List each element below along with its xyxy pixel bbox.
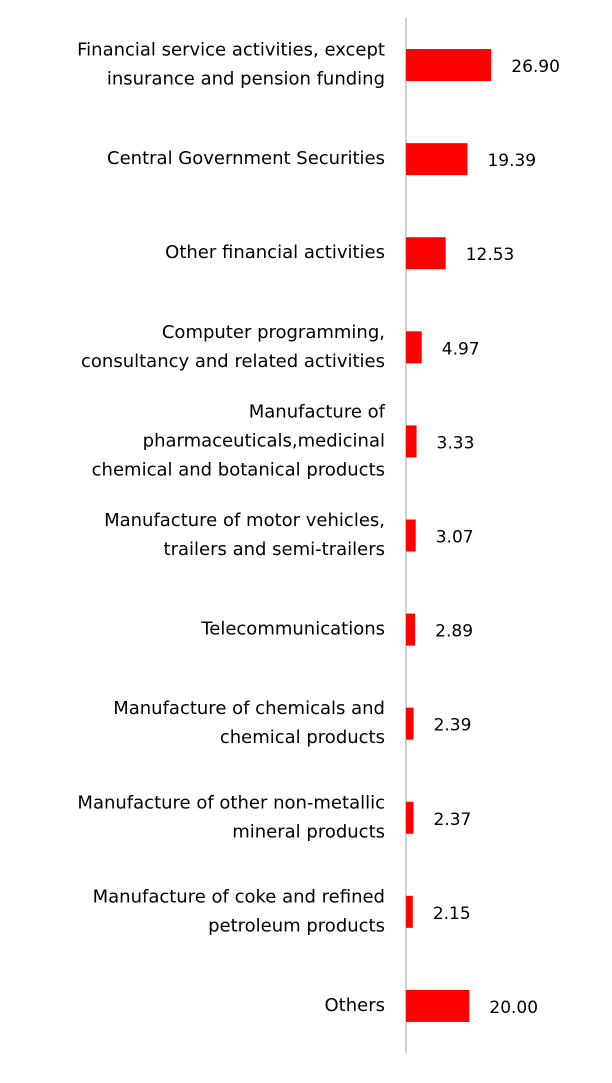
category-label-line: Manufacture of motor vehicles,	[104, 510, 385, 531]
bar	[406, 895, 413, 928]
value-label: 26.90	[511, 57, 560, 77]
bar	[406, 49, 492, 82]
category-label: Telecommunications	[200, 619, 385, 640]
value-label: 3.33	[437, 433, 475, 453]
category-label-line: petroleum products	[208, 915, 385, 936]
category-label-line: insurance and pension funding	[107, 69, 385, 90]
bar	[406, 989, 470, 1022]
bar	[406, 519, 416, 552]
value-label: 3.07	[436, 528, 474, 548]
category-label: Central Government Securities	[107, 148, 385, 169]
category-label: Manufacture of motor vehicles, trailers a…	[104, 510, 385, 560]
value-label: 20.00	[489, 998, 538, 1018]
value-label: 2.89	[435, 622, 473, 642]
category-label-line: Others	[325, 995, 386, 1016]
category-label-line: Manufacture of coke and refined	[93, 886, 385, 907]
category-label: Computer programming, consultancy and rel…	[81, 322, 385, 372]
bar	[406, 425, 417, 458]
category-label-line: chemical products	[220, 727, 385, 748]
category-label: Others	[325, 995, 386, 1016]
category-label-line: Other financial activities	[165, 242, 385, 263]
category-label-line: trailers and semi-trailers	[164, 539, 385, 560]
value-label: 4.97	[442, 339, 480, 359]
category-label-line: pharmaceuticals,medicinal	[143, 430, 385, 451]
value-label: 2.39	[434, 716, 472, 736]
category-label-line: Central Government Securities	[107, 148, 385, 169]
category-label-line: Computer programming,	[162, 322, 385, 343]
category-label-line: Telecommunications	[200, 619, 385, 640]
value-label: 12.53	[466, 245, 515, 265]
category-label: Manufacture of other non-metallic mineral…	[77, 792, 385, 842]
value-label: 2.15	[433, 904, 471, 924]
bar	[406, 143, 468, 176]
value-label: 19.39	[487, 151, 536, 171]
category-label: Manufacture of chemicals and chemical pro…	[113, 698, 385, 748]
category-label-line: mineral products	[232, 821, 385, 842]
category-label: Financial service activities, except insu…	[77, 40, 385, 90]
category-label: Manufacture of coke and refined petroleum…	[93, 886, 385, 936]
bar	[406, 707, 414, 740]
category-label-line: chemical and botanical products	[92, 459, 385, 480]
bar	[406, 331, 422, 364]
value-label: 2.37	[434, 810, 472, 830]
category-label-line: Manufacture of other non-metallic	[77, 792, 385, 813]
category-label: Manufacture of pharmaceuticals,medicinal c…	[92, 401, 386, 480]
bar	[406, 801, 414, 834]
category-label-line: Financial service activities, except	[77, 40, 385, 61]
bar	[406, 237, 446, 270]
category-label: Other financial activities	[165, 242, 385, 263]
category-label-line: Manufacture of chemicals and	[113, 698, 385, 719]
bar	[406, 613, 416, 646]
category-label-line: Manufacture of	[249, 401, 386, 422]
category-label-line: consultancy and related activities	[81, 351, 385, 372]
